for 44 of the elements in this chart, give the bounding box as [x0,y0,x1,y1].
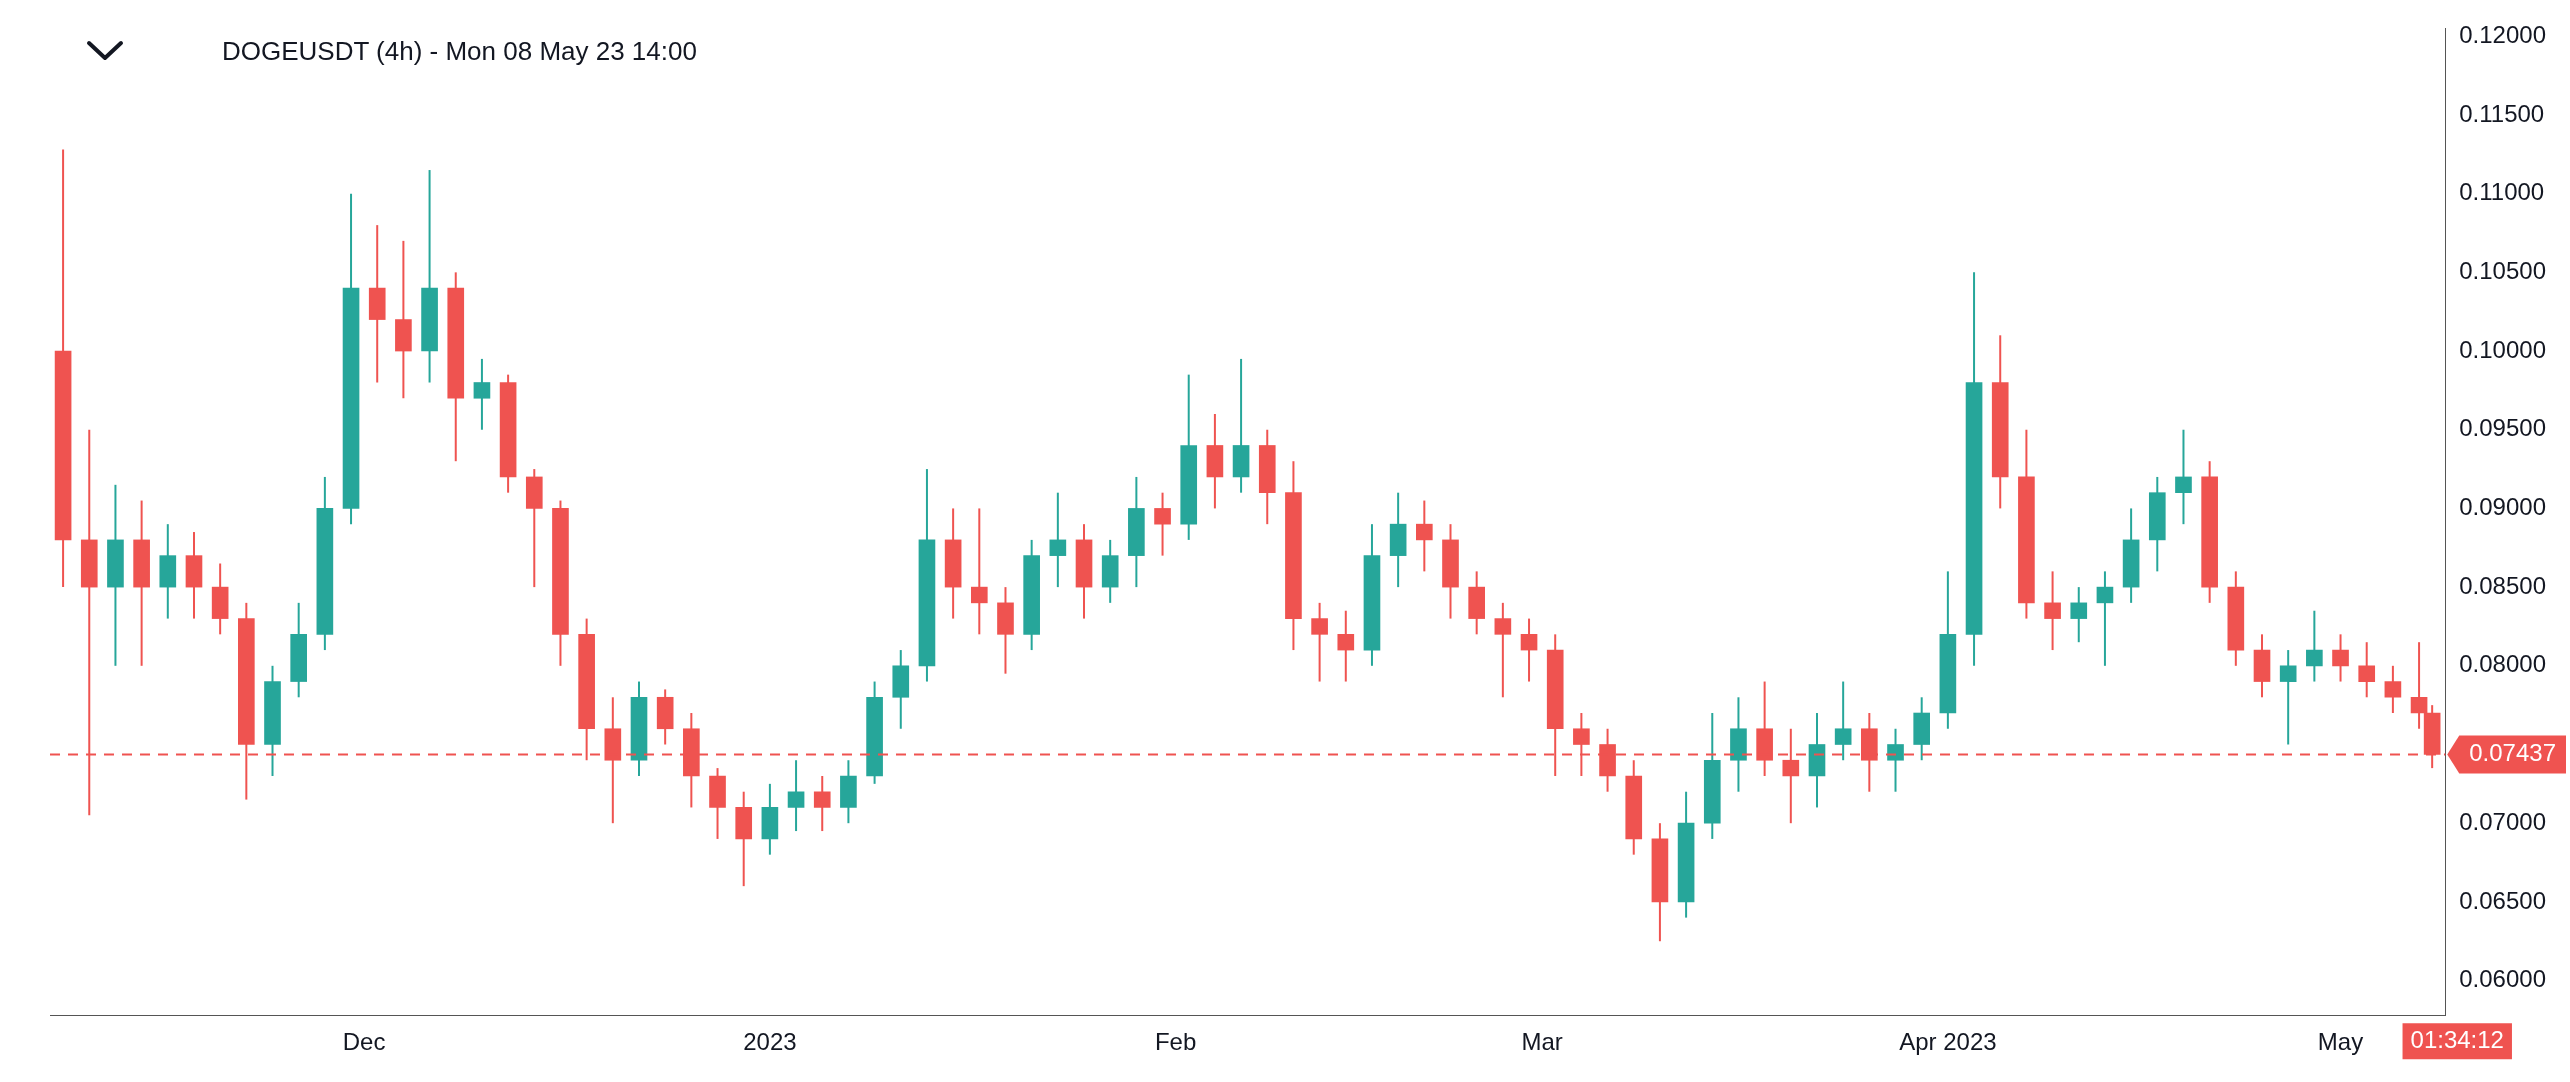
x-tick-label: Feb [1154,1028,1197,1056]
candlestick [2175,428,2192,526]
y-tick-label: 0.09500 [2459,414,2547,442]
candlestick [1049,491,1067,589]
candlestick [970,507,988,636]
x-tick-label: Mar [1521,1028,1563,1056]
candlestick [1311,601,1328,683]
ref-line-label: 0.07437 [2469,739,2557,767]
y-tick-label: 0.07000 [2459,807,2547,835]
candlestick [473,357,491,431]
candlestick [787,759,805,833]
x-tick-label: Dec [342,1028,386,1056]
candlestick [1520,617,1538,683]
candlestick [2306,609,2323,683]
candlestick [2332,633,2349,683]
chart-title: DOGEUSDT (4h) - Mon 08 May 23 14:00 [222,36,697,67]
y-tick-label: 0.09000 [2459,493,2547,521]
candlestick [2384,664,2402,715]
candlestick [2070,586,2088,644]
candlestick [2279,649,2297,746]
y-tick-label: 0.10500 [2459,256,2547,284]
y-tick-label: 0.08500 [2459,571,2547,599]
candlestick [1782,727,1800,825]
x-tick-label: May [2317,1028,2364,1056]
candlestick [813,774,831,833]
text: 01:34:12 [2410,1025,2504,1053]
y-tick-label: 0.08000 [2459,650,2547,678]
candlestick [1337,609,1355,683]
x-tick-label: Apr 2023 [1899,1028,1997,1056]
candlestick [2044,570,2061,652]
candlestick [1887,727,1904,793]
candlestick [2096,570,2114,667]
candlestick [1154,491,1171,557]
y-tick-label: 0.10000 [2459,335,2547,363]
y-tick-label: 0.11500 [2459,99,2545,127]
candlestick [2358,641,2376,699]
y-tick-label: 0.06500 [2459,886,2547,914]
y-tick-label: 0.06000 [2459,965,2547,993]
y-tick-label: 0.11000 [2459,178,2545,206]
x-tick-label: 2023 [743,1028,797,1056]
candlestick [1494,601,1512,699]
candlestick [1415,499,1433,573]
y-tick-label: 0.12000 [2459,20,2547,48]
candlestick [1834,680,1852,762]
